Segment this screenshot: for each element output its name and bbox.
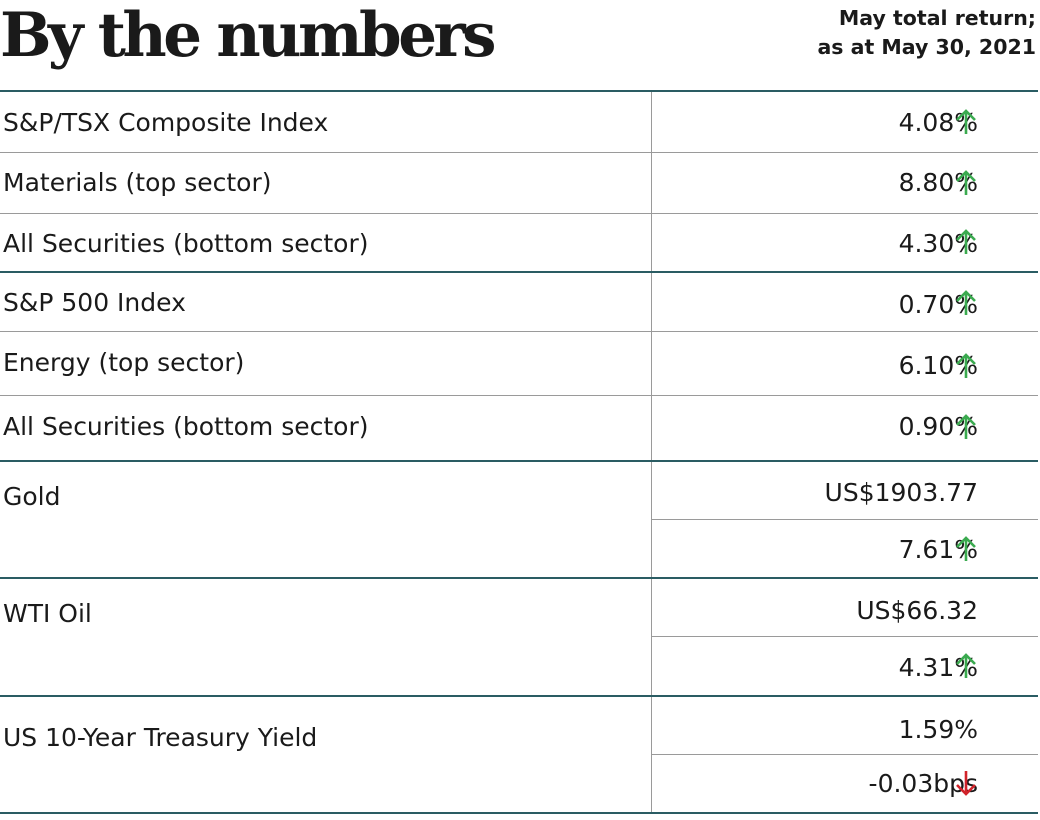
caption-line-1: May total return; <box>838 6 1036 30</box>
arrow-up-icon <box>956 414 976 439</box>
arrow-up-icon <box>956 353 976 378</box>
row-price: 1.59% <box>898 715 978 744</box>
row-price: US$1903.77 <box>824 478 978 507</box>
arrow-up-icon <box>956 109 976 134</box>
row-label: US 10-Year Treasury Yield <box>3 723 318 752</box>
table-row: Energy (top sector) 6.10% <box>0 331 1038 395</box>
caption-line-2: as at May 30, 2021 <box>817 35 1036 59</box>
row-label: Gold <box>3 482 61 511</box>
table-row: S&P/TSX Composite Index 4.08% <box>0 90 1038 152</box>
table-subrow <box>652 754 1038 813</box>
table-row: WTI Oil US$66.32 <box>0 577 1038 695</box>
table-row: All Securities (bottom sector) 4.30% <box>0 213 1038 271</box>
table-row: Materials (top sector) 8.80% <box>0 152 1038 213</box>
column-divider <box>651 90 652 813</box>
arrow-up-icon <box>956 170 976 195</box>
row-label: Materials (top sector) <box>3 168 272 197</box>
arrow-up-icon <box>956 536 976 561</box>
table-row: Gold US$1903.77 <box>0 460 1038 578</box>
arrow-up-icon <box>956 653 976 678</box>
row-label: WTI Oil <box>3 599 92 628</box>
table-caption: May total return; as at May 30, 2021 <box>817 4 1036 62</box>
table-row: All Securities (bottom sector) 0.90% <box>0 395 1038 460</box>
row-label: S&P 500 Index <box>3 288 186 317</box>
row-label: Energy (top sector) <box>3 348 245 377</box>
row-label: All Securities (bottom sector) <box>3 229 369 258</box>
table-subrow <box>652 519 1038 578</box>
arrow-up-icon <box>956 229 976 254</box>
page-title: By the numbers <box>0 0 497 71</box>
table-row: S&P 500 Index 0.70% <box>0 271 1038 331</box>
row-value: -0.03bps <box>868 769 978 798</box>
row-label: All Securities (bottom sector) <box>3 412 369 441</box>
arrow-up-icon <box>956 290 976 315</box>
bottom-rule <box>0 812 1038 814</box>
table-row: US 10-Year Treasury Yield 1.59% <box>0 695 1038 813</box>
row-price: US$66.32 <box>856 596 978 625</box>
row-label: S&P/TSX Composite Index <box>3 108 329 137</box>
arrow-down-icon <box>956 771 976 796</box>
table-subrow <box>652 636 1038 695</box>
